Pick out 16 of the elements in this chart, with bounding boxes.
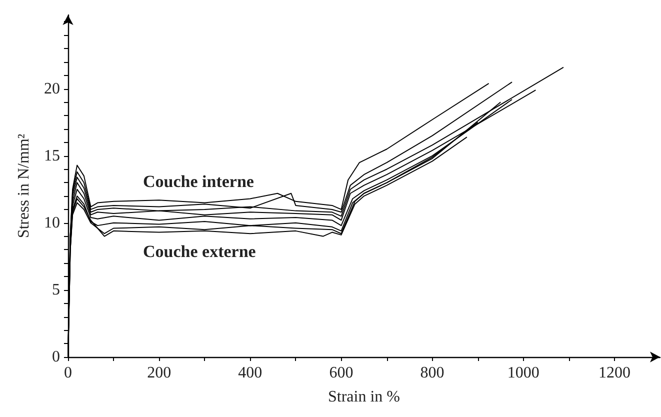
annotation: Couche interne bbox=[143, 172, 254, 191]
x-tick-label: 1000 bbox=[507, 364, 540, 382]
x-tick-label: 400 bbox=[238, 364, 262, 382]
x-tick-label: 600 bbox=[329, 364, 354, 382]
x-tick-label: 800 bbox=[420, 364, 444, 382]
y-tick-label: 15 bbox=[44, 147, 60, 164]
annotation: Couche externe bbox=[143, 242, 256, 261]
y-tick-label: 10 bbox=[44, 214, 60, 232]
y-tick-label: 20 bbox=[44, 80, 60, 98]
y-tick-label: 5 bbox=[52, 281, 60, 298]
x-tick-label: 1200 bbox=[598, 364, 630, 382]
x-tick-label: 0 bbox=[64, 364, 72, 382]
x-tick-label: 200 bbox=[147, 364, 172, 382]
x-axis-title: Strain in % bbox=[328, 388, 400, 406]
y-axis-title: Stress in N/mm² bbox=[16, 134, 32, 238]
y-tick-label: 0 bbox=[52, 348, 60, 366]
